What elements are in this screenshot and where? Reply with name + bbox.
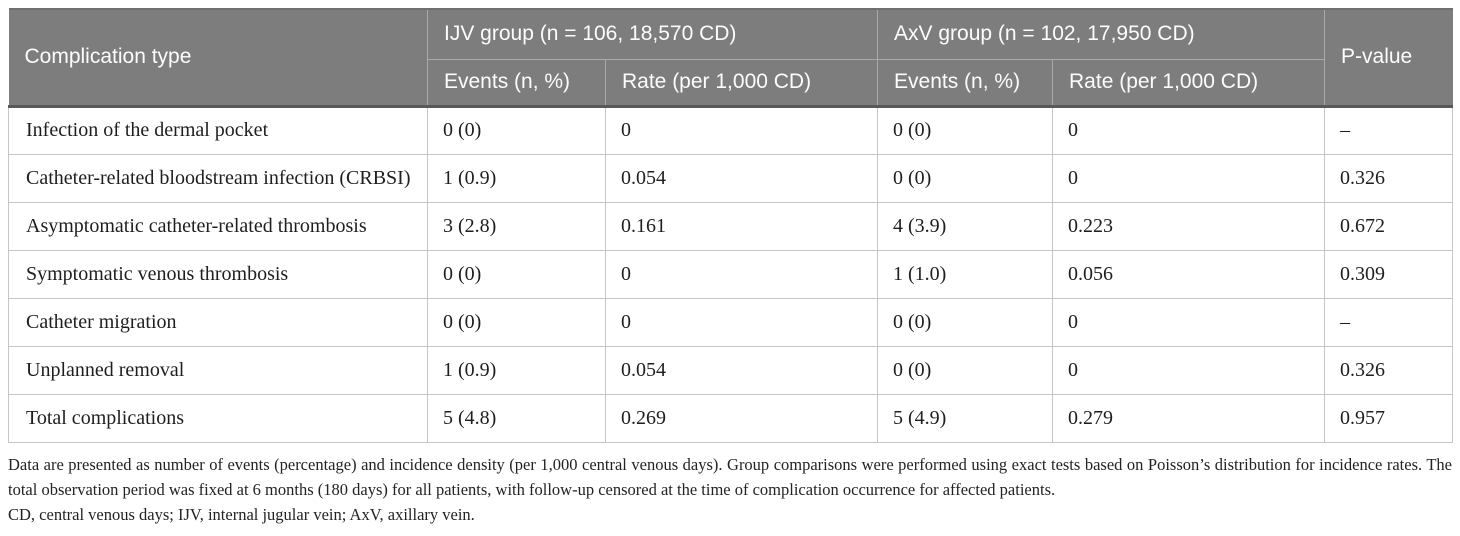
- cell-ijv-rate: 0: [604, 297, 879, 347]
- cell-p-value: –: [1324, 297, 1454, 347]
- cell-p-value: 0.672: [1324, 201, 1454, 251]
- table-row: Unplanned removal 1 (0.9) 0.054 0 (0) 0 …: [8, 345, 1454, 395]
- cell-p-value: 0.326: [1324, 153, 1454, 203]
- cell-axv-events: 0 (0): [877, 345, 1054, 395]
- header-axv-rate: Rate (per 1,000 CD): [1052, 58, 1325, 108]
- cell-ijv-events: 5 (4.8): [427, 393, 606, 443]
- header-complication-type: Complication type: [8, 8, 428, 108]
- header-ijv-events: Events (n, %): [427, 58, 606, 108]
- cell-complication-type: Unplanned removal: [8, 345, 428, 395]
- cell-ijv-rate: 0.161: [604, 201, 879, 251]
- cell-axv-rate: 0.279: [1052, 393, 1326, 443]
- cell-axv-events: 0 (0): [877, 297, 1054, 347]
- cell-axv-rate: 0: [1052, 345, 1326, 395]
- table-row: Asymptomatic catheter-related thrombosis…: [8, 201, 1454, 251]
- footnote-abbreviations: CD, central venous days; IJV, internal j…: [8, 504, 475, 524]
- cell-p-value: 0.309: [1324, 249, 1454, 299]
- table-row: Catheter-related bloodstream infection (…: [8, 153, 1454, 203]
- cell-axv-events: 5 (4.9): [877, 393, 1054, 443]
- cell-axv-rate: 0: [1052, 297, 1326, 347]
- table-footnote: Data are presented as number of events (…: [8, 452, 1452, 527]
- cell-ijv-rate: 0: [604, 105, 879, 155]
- cell-complication-type: Total complications: [8, 393, 428, 443]
- cell-ijv-rate: 0: [604, 249, 879, 299]
- complications-table: Complication type IJV group (n = 106, 18…: [8, 8, 1454, 443]
- cell-complication-type: Infection of the dermal pocket: [8, 105, 428, 155]
- header-axv-group: AxV group (n = 102, 17,950 CD): [877, 8, 1325, 59]
- cell-complication-type: Asymptomatic catheter-related thrombosis: [8, 201, 428, 251]
- table-row: Total complications 5 (4.8) 0.269 5 (4.9…: [8, 393, 1454, 443]
- footnote-methods-text: Data are presented as number of events (…: [8, 454, 1452, 499]
- table-header: Complication type IJV group (n = 106, 18…: [8, 8, 1453, 108]
- cell-ijv-events: 3 (2.8): [427, 201, 606, 251]
- table-body: Infection of the dermal pocket 0 (0) 0 0…: [8, 105, 1454, 443]
- cell-axv-events: 1 (1.0): [877, 249, 1054, 299]
- header-ijv-group: IJV group (n = 106, 18,570 CD): [427, 8, 879, 59]
- cell-complication-type: Symptomatic venous thrombosis: [8, 249, 428, 299]
- cell-complication-type: Catheter migration: [8, 297, 428, 347]
- cell-axv-events: 0 (0): [877, 153, 1054, 203]
- cell-ijv-rate: 0.269: [604, 393, 879, 443]
- cell-ijv-events: 0 (0): [427, 105, 606, 155]
- header-p-value: P-value: [1324, 8, 1453, 108]
- cell-p-value: 0.326: [1324, 345, 1454, 395]
- cell-complication-type: Catheter-related bloodstream infection (…: [8, 153, 428, 203]
- table-row: Symptomatic venous thrombosis 0 (0) 0 1 …: [8, 249, 1454, 299]
- cell-axv-events: 0 (0): [877, 105, 1054, 155]
- cell-ijv-events: 1 (0.9): [427, 345, 606, 395]
- cell-ijv-events: 0 (0): [427, 297, 606, 347]
- table-row: Infection of the dermal pocket 0 (0) 0 0…: [8, 105, 1454, 155]
- cell-axv-rate: 0: [1052, 105, 1326, 155]
- header-axv-events: Events (n, %): [877, 58, 1054, 108]
- cell-axv-rate: 0.056: [1052, 249, 1326, 299]
- table-row: Catheter migration 0 (0) 0 0 (0) 0 –: [8, 297, 1454, 347]
- cell-p-value: –: [1324, 105, 1454, 155]
- cell-axv-rate: 0.223: [1052, 201, 1326, 251]
- cell-ijv-rate: 0.054: [604, 345, 879, 395]
- cell-ijv-rate: 0.054: [604, 153, 879, 203]
- cell-ijv-events: 0 (0): [427, 249, 606, 299]
- cell-p-value: 0.957: [1324, 393, 1454, 443]
- cell-axv-events: 4 (3.9): [877, 201, 1054, 251]
- cell-ijv-events: 1 (0.9): [427, 153, 606, 203]
- cell-axv-rate: 0: [1052, 153, 1326, 203]
- header-ijv-rate: Rate (per 1,000 CD): [605, 58, 879, 108]
